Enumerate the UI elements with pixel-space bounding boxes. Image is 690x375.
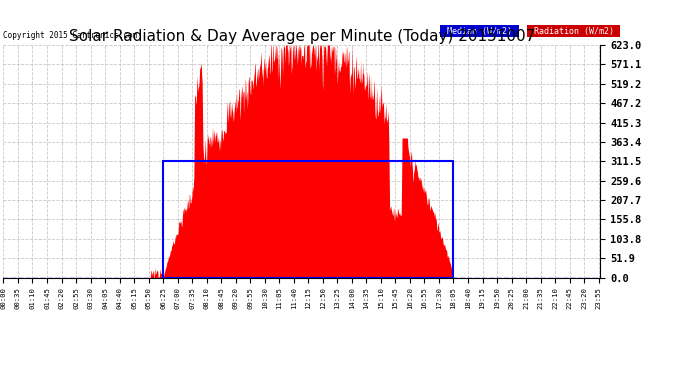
Bar bbox=[163, 161, 453, 278]
Text: Copyright 2015 Cartronics.com: Copyright 2015 Cartronics.com bbox=[3, 32, 137, 40]
Text: Median (W/m2): Median (W/m2) bbox=[442, 27, 517, 36]
Text: Radiation (W/m2): Radiation (W/m2) bbox=[529, 27, 619, 36]
Title: Solar Radiation & Day Average per Minute (Today) 20151007: Solar Radiation & Day Average per Minute… bbox=[69, 29, 535, 44]
